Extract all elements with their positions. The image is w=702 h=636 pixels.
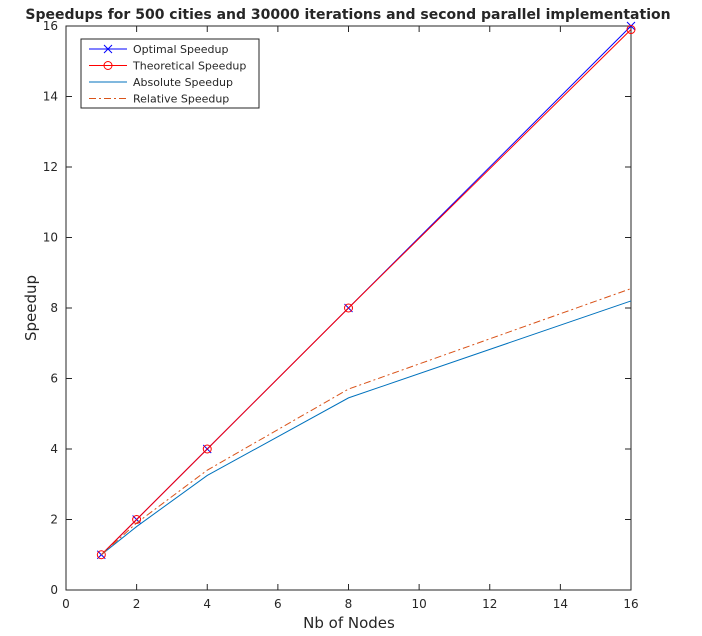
data-point-theoretical-speedup xyxy=(344,303,353,313)
plot-area: 0 2 4 6 8 10 12 14 16 0 2 4 6 8 10 12 14 16 Optimal Speedu… xyxy=(43,19,639,611)
legend-label: Optimal Speedup xyxy=(133,43,228,56)
data-point-theoretical-speedup xyxy=(626,25,636,35)
y-tick-label: 8 xyxy=(50,301,58,315)
y-tick-label: 16 xyxy=(43,19,58,33)
series-line-relative-speedup xyxy=(100,288,632,556)
y-tick-label: 4 xyxy=(50,442,58,456)
legend-label: Theoretical Speedup xyxy=(132,60,246,73)
data-point-theoretical-speedup xyxy=(202,444,212,454)
x-tick-label: 6 xyxy=(274,597,282,611)
x-tick-label: 4 xyxy=(203,597,211,611)
y-tick-label: 0 xyxy=(50,583,58,597)
legend-box xyxy=(80,38,260,109)
legend-label: Absolute Speedup xyxy=(133,76,233,89)
y-tick-label: 2 xyxy=(50,513,58,527)
y-axis-label: Speedup xyxy=(22,275,40,341)
x-axis-label: Nb of Nodes xyxy=(303,614,395,632)
y-tick-label: 6 xyxy=(50,372,58,386)
x-tick-label: 16 xyxy=(623,597,638,611)
x-tick-label: 10 xyxy=(411,597,426,611)
legend: Optimal Speedup Theoretical Speedup Absolu… xyxy=(80,38,260,109)
legend-marker-theoretical-speedup xyxy=(103,61,113,70)
x-tick-label: 2 xyxy=(133,597,141,611)
y-tick-label: 10 xyxy=(43,231,58,245)
x-tick-label: 0 xyxy=(62,597,70,611)
y-tick-label: 14 xyxy=(43,90,58,104)
x-tick-label: 8 xyxy=(345,597,353,611)
legend-label: Relative Speedup xyxy=(133,93,229,106)
x-tick-label: 12 xyxy=(482,597,497,611)
series-layer xyxy=(96,21,636,560)
x-tick-label: 14 xyxy=(553,597,568,611)
legend-marker-optimal-speedup xyxy=(103,44,113,54)
data-point-theoretical-speedup xyxy=(96,550,106,560)
series-line-theoretical-speedup xyxy=(100,29,632,556)
chart-title: Speedups for 500 cities and 30000 iterat… xyxy=(25,7,670,23)
y-tick-label: 12 xyxy=(43,160,58,174)
legend-marker-optimal-speedup-stroke-b xyxy=(103,44,113,54)
series-line-absolute-speedup xyxy=(100,300,632,556)
